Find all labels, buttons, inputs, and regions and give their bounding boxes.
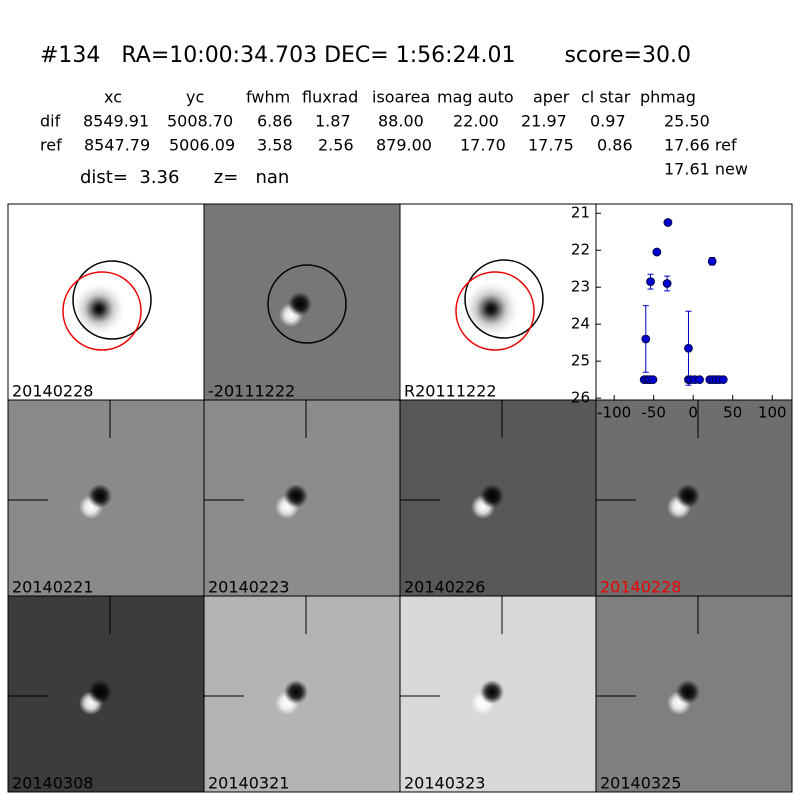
panel-label: 20140221	[12, 578, 93, 597]
cell: 8549.91	[83, 112, 149, 131]
source	[461, 279, 521, 339]
y-tick-label: 22	[571, 241, 590, 259]
cell: 2.56	[318, 136, 354, 155]
cell: 3.58	[257, 136, 293, 155]
column-header: xc	[104, 88, 122, 107]
title: #134 RA=10:00:34.703 DEC= 1:56:24.01 sco…	[40, 43, 691, 68]
circle	[62, 271, 142, 351]
cell: 17.66 ref	[664, 136, 737, 155]
column-header: phmag	[640, 88, 696, 107]
x-tick-label: 0	[688, 404, 698, 422]
cell: 1.87	[315, 112, 351, 131]
point	[718, 375, 728, 385]
column-header: cl star	[581, 88, 631, 107]
y-tick-label: 25	[571, 352, 590, 370]
y-tick-label: 23	[571, 278, 590, 296]
distance: dist= 3.36 z= nan	[80, 167, 289, 188]
cell: 0.97	[590, 112, 626, 131]
light-curve: 21 22 23 24 25 26 -100 -50 0 50 100	[571, 203, 793, 422]
panel-label: 20140321	[208, 774, 289, 793]
panel-label: 20140228	[600, 578, 681, 597]
point	[646, 277, 655, 287]
cell: 25.50	[664, 112, 710, 131]
column-header: isoarea	[372, 88, 430, 107]
column-header: yc	[186, 88, 204, 107]
panel-label: 20140226	[404, 578, 485, 597]
cell: 5006.09	[169, 136, 235, 155]
panel-label: -20111222	[208, 382, 295, 401]
y-tick-label: 24	[571, 315, 590, 333]
cell: 6.86	[257, 112, 293, 131]
circle	[72, 260, 152, 340]
cell: 879.00	[376, 136, 432, 155]
cell: 88.00	[378, 112, 424, 131]
panels	[7, 203, 792, 401]
axes-frame	[595, 203, 793, 401]
panel-label: 20140325	[600, 774, 681, 793]
point	[662, 279, 672, 288]
x-tick-label: -50	[641, 404, 666, 422]
circle	[464, 259, 544, 339]
chart-area	[596, 204, 792, 400]
row-label: ref	[40, 136, 62, 155]
cell: 17.70	[460, 136, 506, 155]
cell: 17.61 new	[664, 160, 748, 179]
source	[71, 281, 127, 337]
row-label: dif	[40, 112, 61, 131]
cell: 22.00	[453, 112, 499, 131]
x-tick-label: 100	[758, 404, 787, 422]
point	[641, 334, 651, 344]
panel-labels: 20140228 -20111222 R20111222 20140221 201402…	[12, 382, 681, 793]
cell: 21.97	[521, 112, 567, 131]
point	[652, 247, 662, 257]
x-tick-label: 50	[723, 404, 742, 422]
cell: 5008.70	[167, 112, 233, 131]
circle	[267, 264, 347, 344]
panel-label: 20140228	[12, 382, 93, 401]
panel-label: 20140223	[208, 578, 289, 597]
cell: 17.75	[528, 136, 574, 155]
circle	[455, 271, 535, 351]
cell: 0.86	[597, 136, 633, 155]
y-tick-label: 26	[571, 389, 590, 407]
column-header: aper	[533, 88, 570, 107]
point	[648, 375, 658, 385]
y-tick-label: 21	[571, 204, 590, 222]
point	[707, 256, 717, 266]
column-header: fwhm	[246, 88, 290, 107]
cutouts	[7, 399, 793, 793]
panel-label: 20140308	[12, 774, 93, 793]
cell: 8547.79	[84, 136, 150, 155]
panel-label: R20111222	[404, 382, 497, 401]
point	[663, 218, 673, 227]
x-tick-label: -100	[597, 404, 631, 422]
column-header: mag auto	[437, 88, 514, 107]
column-header: fluxrad	[302, 88, 358, 107]
panel-label: 20140323	[404, 774, 485, 793]
table: xc yc fwhm fluxrad isoarea mag auto aper cl sta…	[40, 88, 748, 179]
point	[684, 343, 693, 353]
point	[695, 375, 704, 385]
